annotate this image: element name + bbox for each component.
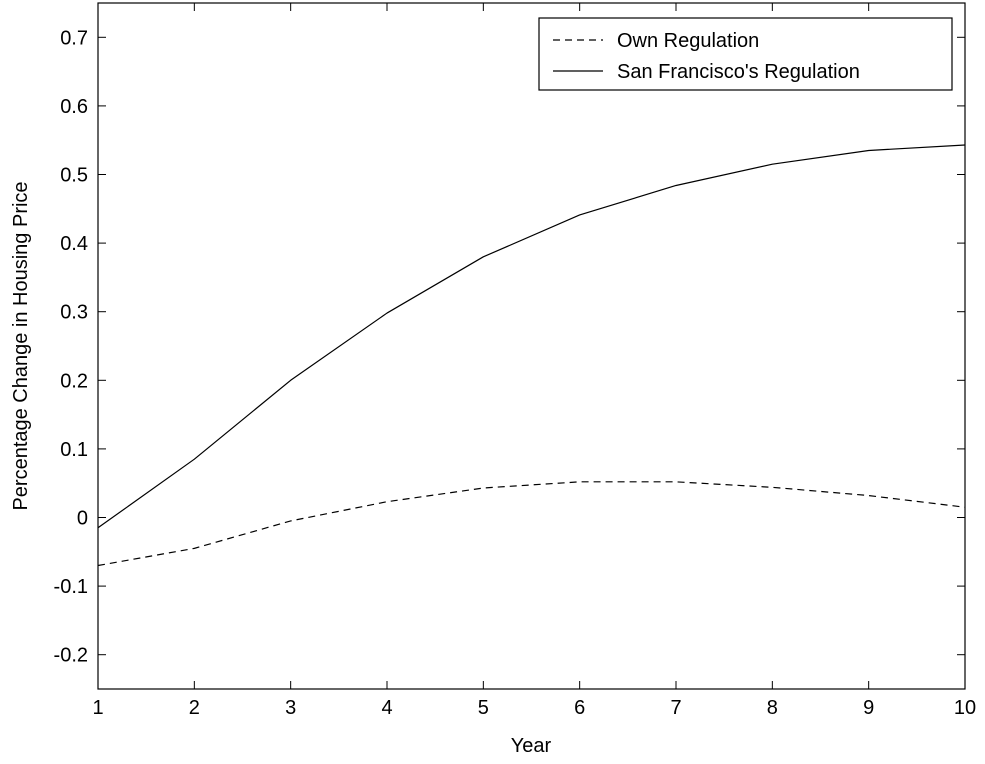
- y-tick-label: 0: [77, 508, 88, 530]
- legend: Own Regulation San Francisco's Regulatio…: [538, 17, 953, 91]
- x-tick-label: 4: [381, 697, 392, 719]
- y-tick-label: 0.3: [60, 302, 88, 324]
- y-tick-label: -0.1: [54, 576, 88, 598]
- x-tick-label: 6: [574, 697, 585, 719]
- x-tick-label: 1: [92, 697, 103, 719]
- y-tick-label: 0.6: [60, 96, 88, 118]
- x-tick-label: 2: [189, 697, 200, 719]
- legend-label-san-francisco-regulation: San Francisco's Regulation: [617, 61, 860, 83]
- series-line-san-francisco-regulation: [97, 144, 966, 529]
- x-tick-label: 8: [767, 697, 778, 719]
- y-tick-label: 0.1: [60, 439, 88, 461]
- y-tick-label: -0.2: [54, 645, 88, 667]
- series-line-own-regulation: [97, 481, 966, 567]
- legend-box: [538, 17, 953, 91]
- y-tick-label: 0.2: [60, 370, 88, 392]
- tick-labels: 1 2 3 4 5 6 7 8 9 10 -0.2 -0.1 0 0.1 0.2 0.3 0.4 0.5 0.6 0.…: [54, 27, 977, 719]
- series-lines: [97, 144, 966, 567]
- y-tick-label: 0.7: [60, 27, 88, 49]
- y-tick-label: 0.5: [60, 165, 88, 187]
- x-tick-label: 10: [954, 697, 976, 719]
- x-axis-title: Year: [511, 735, 552, 757]
- y-tick-label: 0.4: [60, 233, 88, 255]
- x-tick-label: 7: [670, 697, 681, 719]
- axis-ticks: [97, 3, 966, 689]
- x-tick-label: 3: [285, 697, 296, 719]
- legend-label-own-regulation: Own Regulation: [617, 30, 759, 52]
- y-axis-title: Percentage Change in Housing Price: [10, 181, 32, 510]
- plot-area-frame: [97, 2, 966, 690]
- x-tick-label: 5: [478, 697, 489, 719]
- x-tick-label: 9: [863, 697, 874, 719]
